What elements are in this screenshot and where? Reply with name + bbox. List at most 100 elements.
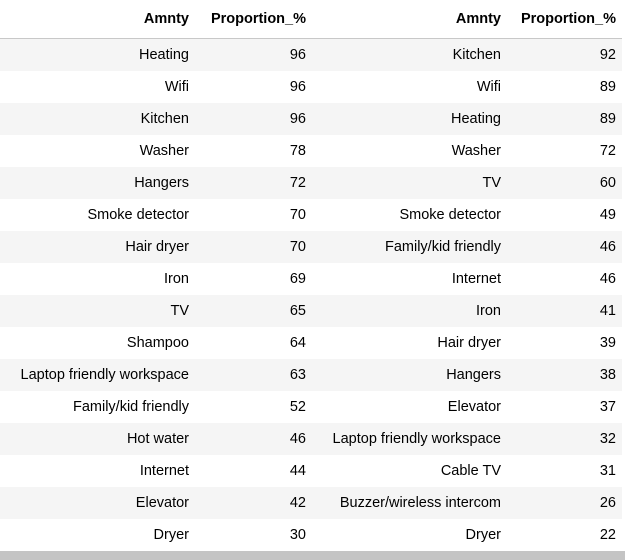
cell-proportion: 89 bbox=[507, 103, 622, 135]
table-row: Elevator 42 bbox=[0, 487, 312, 519]
table-row: Internet 46 bbox=[312, 263, 622, 295]
cell-proportion: 63 bbox=[195, 359, 312, 391]
cell-proportion: 22 bbox=[507, 519, 622, 551]
cell-proportion: 65 bbox=[195, 295, 312, 327]
cell-amenity: Shampoo bbox=[0, 327, 195, 359]
table-row: Smoke detector 49 bbox=[312, 199, 622, 231]
header-row: Amnty Proportion_% bbox=[0, 0, 312, 39]
cell-amenity: Hangers bbox=[0, 167, 195, 199]
table-row: Hair dryer 70 bbox=[0, 231, 312, 263]
cell-amenity: Heating bbox=[312, 103, 507, 135]
cell-amenity: Cable TV bbox=[312, 455, 507, 487]
cell-amenity: Smoke detector bbox=[0, 199, 195, 231]
cell-proportion: 41 bbox=[507, 295, 622, 327]
cell-amenity: Washer bbox=[312, 135, 507, 167]
table-row: Heating 89 bbox=[312, 103, 622, 135]
amenity-table-left: Amnty Proportion_% Heating 96 Wifi 96 Kitche… bbox=[0, 0, 312, 551]
cell-amenity: Kitchen bbox=[0, 103, 195, 135]
cell-proportion: 42 bbox=[195, 487, 312, 519]
table-row: Internet 44 bbox=[0, 455, 312, 487]
cell-amenity: Iron bbox=[0, 263, 195, 295]
table-row: Iron 69 bbox=[0, 263, 312, 295]
table-row: Washer 78 bbox=[0, 135, 312, 167]
cell-amenity: Dryer bbox=[0, 519, 195, 551]
table-row: Laptop friendly workspace 63 bbox=[0, 359, 312, 391]
cell-proportion: 26 bbox=[507, 487, 622, 519]
cell-proportion: 38 bbox=[507, 359, 622, 391]
cell-amenity: Washer bbox=[0, 135, 195, 167]
cell-proportion: 31 bbox=[507, 455, 622, 487]
cell-amenity: Internet bbox=[0, 455, 195, 487]
cell-amenity: Iron bbox=[312, 295, 507, 327]
cell-proportion: 30 bbox=[195, 519, 312, 551]
table-row: Washer 72 bbox=[312, 135, 622, 167]
cell-proportion: 46 bbox=[507, 263, 622, 295]
table-row: Hot water 46 bbox=[0, 423, 312, 455]
cell-proportion: 44 bbox=[195, 455, 312, 487]
cell-proportion: 89 bbox=[507, 71, 622, 103]
table-row: Hangers 38 bbox=[312, 359, 622, 391]
cell-amenity: Internet bbox=[312, 263, 507, 295]
table-row: Heating 96 bbox=[0, 38, 312, 71]
cell-proportion: 70 bbox=[195, 199, 312, 231]
column-header-amenity: Amnty bbox=[312, 0, 507, 39]
table-row: Wifi 96 bbox=[0, 71, 312, 103]
cell-amenity: Elevator bbox=[312, 391, 507, 423]
cell-amenity: Kitchen bbox=[312, 38, 507, 71]
cell-amenity: Smoke detector bbox=[312, 199, 507, 231]
table-row: Family/kid friendly 52 bbox=[0, 391, 312, 423]
header-row: Amnty Proportion_% bbox=[312, 0, 622, 39]
cell-amenity: Hangers bbox=[312, 359, 507, 391]
cell-amenity: Wifi bbox=[312, 71, 507, 103]
cell-proportion: 72 bbox=[195, 167, 312, 199]
cell-proportion: 37 bbox=[507, 391, 622, 423]
cell-proportion: 72 bbox=[507, 135, 622, 167]
tables-container: Amnty Proportion_% Heating 96 Wifi 96 Kitche… bbox=[0, 0, 622, 551]
cell-proportion: 78 bbox=[195, 135, 312, 167]
cell-proportion: 60 bbox=[507, 167, 622, 199]
cell-proportion: 46 bbox=[507, 231, 622, 263]
column-header-proportion: Proportion_% bbox=[507, 0, 622, 39]
table-row: TV 65 bbox=[0, 295, 312, 327]
horizontal-scrollbar[interactable] bbox=[0, 551, 625, 560]
table-row: Hair dryer 39 bbox=[312, 327, 622, 359]
table-row: Smoke detector 70 bbox=[0, 199, 312, 231]
cell-amenity: Family/kid friendly bbox=[312, 231, 507, 263]
table-row: Buzzer/wireless intercom 26 bbox=[312, 487, 622, 519]
cell-proportion: 96 bbox=[195, 103, 312, 135]
cell-proportion: 39 bbox=[507, 327, 622, 359]
cell-proportion: 64 bbox=[195, 327, 312, 359]
cell-proportion: 92 bbox=[507, 38, 622, 71]
cell-proportion: 96 bbox=[195, 71, 312, 103]
table-row: Kitchen 96 bbox=[0, 103, 312, 135]
cell-amenity: Hair dryer bbox=[312, 327, 507, 359]
cell-proportion: 70 bbox=[195, 231, 312, 263]
table-row: Hangers 72 bbox=[0, 167, 312, 199]
cell-amenity: TV bbox=[0, 295, 195, 327]
cell-amenity: Heating bbox=[0, 38, 195, 71]
table-body: Heating 96 Wifi 96 Kitchen 96 Washer 78 Hangers 7… bbox=[0, 38, 312, 551]
cell-proportion: 46 bbox=[195, 423, 312, 455]
column-header-proportion: Proportion_% bbox=[195, 0, 312, 39]
cell-proportion: 49 bbox=[507, 199, 622, 231]
table-row: TV 60 bbox=[312, 167, 622, 199]
cell-amenity: Wifi bbox=[0, 71, 195, 103]
table-row: Iron 41 bbox=[312, 295, 622, 327]
table-body: Kitchen 92 Wifi 89 Heating 89 Washer 72 TV 60 Smok… bbox=[312, 38, 622, 551]
table-row: Dryer 30 bbox=[0, 519, 312, 551]
table-row: Laptop friendly workspace 32 bbox=[312, 423, 622, 455]
cell-amenity: Dryer bbox=[312, 519, 507, 551]
table-row: Family/kid friendly 46 bbox=[312, 231, 622, 263]
cell-proportion: 69 bbox=[195, 263, 312, 295]
cell-proportion: 96 bbox=[195, 38, 312, 71]
cell-amenity: Elevator bbox=[0, 487, 195, 519]
table-row: Elevator 37 bbox=[312, 391, 622, 423]
cell-amenity: Hair dryer bbox=[0, 231, 195, 263]
column-header-amenity: Amnty bbox=[0, 0, 195, 39]
cell-proportion: 32 bbox=[507, 423, 622, 455]
table-row: Wifi 89 bbox=[312, 71, 622, 103]
table-header: Amnty Proportion_% bbox=[312, 0, 622, 39]
table-header: Amnty Proportion_% bbox=[0, 0, 312, 39]
cell-amenity: Hot water bbox=[0, 423, 195, 455]
cell-amenity: Buzzer/wireless intercom bbox=[312, 487, 507, 519]
